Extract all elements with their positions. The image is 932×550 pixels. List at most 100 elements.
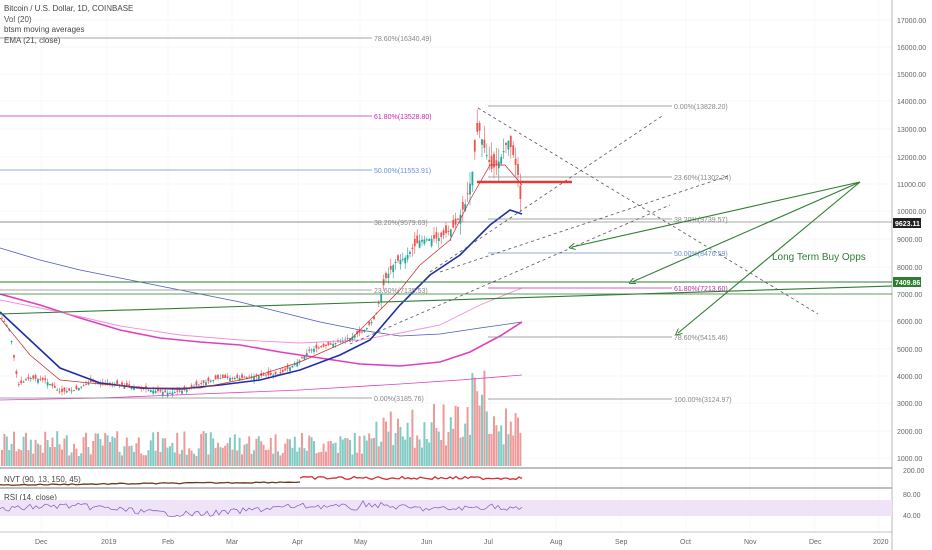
volume-bar — [416, 435, 419, 466]
dashed-trend-up-3[interactable] — [349, 204, 671, 345]
volume-bar — [440, 439, 443, 466]
level-price-value: 7409.86 — [895, 280, 920, 287]
volume-bar — [49, 447, 51, 466]
time-axis[interactable]: Dec 2019 Feb Mar Apr May Jun Jul Aug Sep Oct Nov Dec… — [35, 539, 889, 546]
volume-bar — [272, 453, 275, 466]
candle-body — [464, 204, 467, 212]
candle-body — [46, 382, 49, 386]
candle-body — [514, 158, 517, 165]
volume-bar — [406, 422, 409, 466]
annotation-text[interactable]: Long Term Buy Opps — [772, 252, 866, 263]
moving-averages-label[interactable]: btsm moving averages — [4, 25, 85, 34]
volume-bar — [173, 452, 176, 466]
candle-body — [341, 340, 344, 343]
volume-bar — [149, 440, 152, 466]
volume-bar — [87, 447, 90, 466]
candle-body — [65, 391, 68, 393]
volume-bar — [193, 453, 195, 466]
dashed-trend-up-2[interactable] — [439, 175, 729, 273]
candle-body — [10, 341, 13, 343]
price-tick-label: 8000.00 — [897, 265, 922, 272]
fib-level-label: 23.60%(11302.24) — [674, 175, 731, 182]
volume-bar — [73, 443, 75, 466]
moving-average-red — [0, 164, 523, 389]
volume-bar — [233, 434, 236, 466]
ema-indicator-label[interactable]: EMA (21, close) — [4, 35, 61, 45]
nvt-indicator-label[interactable]: NVT (90, 13, 150, 45) — [4, 475, 81, 484]
candle-body — [281, 369, 284, 373]
candle-body — [301, 357, 303, 359]
price-tick-label: 2000.00 — [897, 429, 922, 436]
candle-body — [253, 376, 255, 381]
volume-bar — [346, 438, 349, 466]
candle-body — [433, 234, 435, 239]
price-tick-label: 11000.00 — [897, 182, 926, 189]
volume-bar — [380, 441, 383, 466]
volume-bar — [92, 440, 95, 466]
candle-body — [5, 325, 8, 327]
volume-bar — [317, 452, 320, 466]
rsi-tick-label: 40.00 — [903, 513, 921, 520]
volume-bar — [497, 431, 500, 466]
candle-body — [363, 330, 366, 333]
dashed-trend-down[interactable] — [477, 107, 819, 315]
candle-body — [166, 392, 169, 397]
volume-bar — [61, 449, 63, 466]
fibonacci-right[interactable]: 0.00%(13828.20) 23.60%(11302.24) 38.20%(97… — [488, 104, 732, 404]
volume-bar — [471, 373, 474, 466]
volume-bar — [421, 447, 423, 466]
candle-body — [493, 153, 495, 168]
candle-body — [509, 135, 512, 147]
candle-body — [435, 232, 438, 239]
symbol-title[interactable]: Bitcoin / U.S. Dollar, 1D, COINBASE — [4, 4, 134, 13]
candle-body — [214, 375, 217, 380]
dashed-trend-up-1[interactable] — [429, 115, 663, 273]
candle-body — [257, 376, 260, 380]
volume-bar — [29, 439, 32, 466]
candle-body — [157, 388, 159, 392]
volume-indicator-label[interactable]: Vol (20) — [4, 14, 32, 24]
candlesticks[interactable] — [1, 109, 522, 399]
volume-bar — [157, 431, 159, 466]
candle-body — [325, 344, 327, 346]
volume-bar — [409, 437, 411, 466]
volume-bar — [303, 448, 306, 466]
volume-bar — [161, 438, 164, 466]
time-tick-label: Sep — [615, 539, 628, 546]
volume-bar — [291, 447, 294, 466]
volume-bar — [476, 391, 479, 466]
price-axis[interactable]: 17000.00 16000.00 15000.00 14000.00 13000.00… — [897, 18, 926, 520]
candle-body — [490, 155, 493, 169]
time-tick-label: Apr — [292, 539, 304, 546]
fibonacci-left[interactable]: 78.60%(16340.49) 61.80%(13528.80) 50.00%(1… — [0, 36, 432, 403]
rsi-indicator-label[interactable]: RSI (14, close) — [4, 493, 57, 502]
candle-body — [512, 145, 515, 155]
volume-bar — [82, 437, 85, 466]
candle-body — [13, 354, 15, 358]
nvt-tick-label: 200.00 — [903, 468, 925, 475]
arrow-to-61-fib[interactable] — [632, 181, 861, 282]
volume-bar — [94, 433, 97, 466]
candle-body — [310, 349, 313, 351]
candle-body — [34, 375, 37, 379]
arrow-to-78-fib[interactable] — [678, 181, 861, 333]
candle-body — [178, 390, 181, 392]
volume-bar — [493, 416, 495, 466]
long-trend-line[interactable] — [0, 285, 893, 315]
candle-body — [274, 371, 277, 375]
volume-bar — [101, 445, 104, 466]
volume-bar — [212, 438, 215, 466]
volume-bar — [25, 432, 27, 466]
volume-bar — [428, 442, 431, 466]
volume-bars — [1, 370, 522, 466]
volume-bar — [231, 449, 234, 466]
arrow-to-50-fib[interactable] — [572, 181, 861, 247]
time-tick-label: Dec — [35, 539, 48, 546]
volume-bar — [202, 431, 205, 466]
candle-body — [315, 344, 318, 349]
candle-body — [128, 384, 131, 386]
fib-level-label: 0.00%(3185.76) — [374, 396, 424, 403]
volume-bar — [17, 448, 20, 466]
volume-bar — [255, 438, 258, 466]
